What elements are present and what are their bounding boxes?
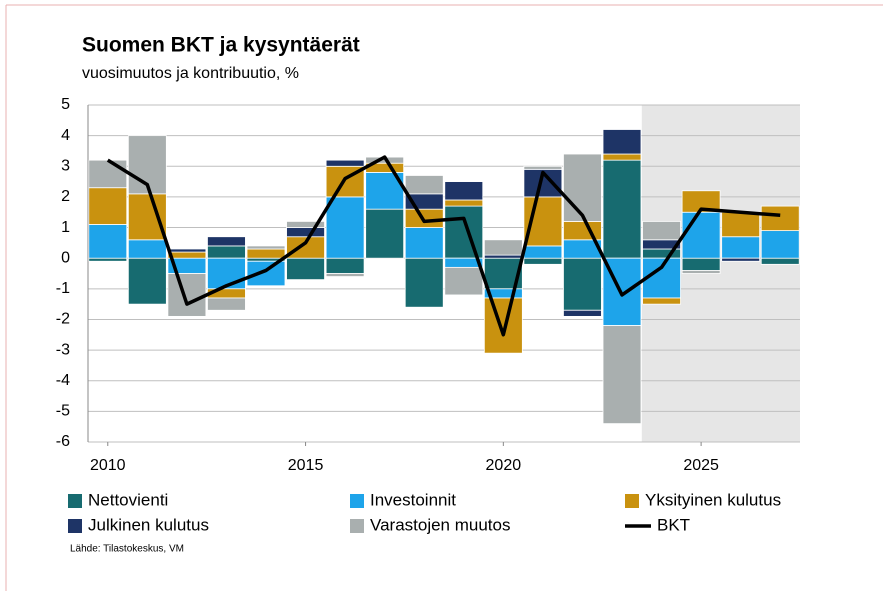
line [106, 155, 781, 337]
legend-swatch [350, 494, 364, 508]
legend-label: Julkinen kulutus [88, 515, 209, 534]
y-tick-label: -3 [56, 341, 70, 358]
bar [207, 297, 246, 311]
bar [404, 175, 444, 195]
legend-label: Varastojen muutos [370, 515, 510, 534]
x-tick-label: 2015 [288, 457, 324, 474]
chart-subtitle: vuosimuutos ja kontribuutio, % [82, 65, 299, 82]
bar [404, 227, 444, 259]
bar [127, 193, 167, 241]
bar [167, 251, 207, 259]
bar [483, 254, 523, 259]
bar [523, 165, 563, 170]
bar [760, 205, 800, 232]
bar [523, 257, 563, 265]
legend-swatch [68, 519, 82, 533]
bar [325, 196, 365, 259]
bar [721, 211, 761, 238]
bar [760, 257, 800, 265]
bar [88, 224, 128, 259]
bar [602, 325, 642, 425]
y-tick-label: 4 [61, 127, 70, 144]
legend-label: Investoinnit [370, 490, 456, 509]
bar [642, 297, 681, 305]
bar [721, 257, 761, 262]
bar [444, 266, 484, 296]
bar [207, 245, 246, 259]
x-tick-label: 2020 [486, 457, 522, 474]
bar [602, 153, 642, 161]
y-tick-label: 3 [61, 157, 70, 174]
legend-swatch [350, 519, 364, 533]
bar [127, 239, 167, 259]
bar [681, 270, 721, 274]
source: Lähde: Tilastokeskus, VM [70, 544, 184, 555]
bar [602, 159, 642, 259]
bar [325, 273, 365, 277]
bar [404, 257, 444, 308]
y-tick-label: 0 [61, 249, 70, 266]
bar [88, 257, 128, 262]
bar [286, 227, 325, 238]
bar [246, 248, 286, 259]
bar [681, 211, 721, 259]
bar [167, 248, 207, 253]
y-tick-label: -5 [56, 403, 70, 420]
bar [286, 257, 325, 281]
legend-swatch [625, 494, 639, 508]
legend-label: BKT [657, 515, 690, 534]
bar [127, 257, 167, 305]
y-tick-label: -1 [56, 280, 70, 297]
bar [642, 221, 681, 241]
x-tick-label: 2025 [683, 457, 719, 474]
legend-swatch [68, 494, 82, 508]
bar [602, 129, 642, 155]
bar [365, 208, 405, 259]
y-tick-label: 1 [61, 219, 70, 236]
bar [563, 309, 602, 317]
bar [88, 187, 128, 225]
bar [483, 297, 523, 354]
legend-label: Yksityinen kulutus [645, 490, 781, 509]
bar [325, 159, 365, 167]
bar [563, 257, 602, 311]
bar [444, 199, 484, 207]
bar [88, 159, 128, 189]
bar [523, 245, 563, 259]
bar [207, 236, 246, 247]
bar [563, 153, 602, 222]
chart-title: Suomen BKT ja kysyntäerät [82, 34, 360, 57]
bar [483, 239, 523, 256]
y-tick-label: 5 [61, 96, 70, 113]
bar [563, 221, 602, 241]
y-tick-label: -4 [56, 372, 70, 389]
bar [286, 221, 325, 228]
bar [325, 257, 365, 274]
bar [246, 245, 286, 250]
bar [721, 236, 761, 259]
y-tick-label: -6 [56, 433, 70, 450]
bar [207, 257, 246, 290]
x-tick-label: 2010 [90, 457, 126, 474]
y-tick-label: 2 [61, 188, 70, 205]
bar [760, 230, 800, 259]
y-tick-label: -2 [56, 311, 70, 328]
legend-label: Nettovienti [88, 490, 168, 509]
bar [444, 181, 484, 201]
bar [444, 205, 484, 259]
bar [246, 260, 286, 287]
bar [167, 273, 207, 317]
bar [681, 257, 721, 271]
